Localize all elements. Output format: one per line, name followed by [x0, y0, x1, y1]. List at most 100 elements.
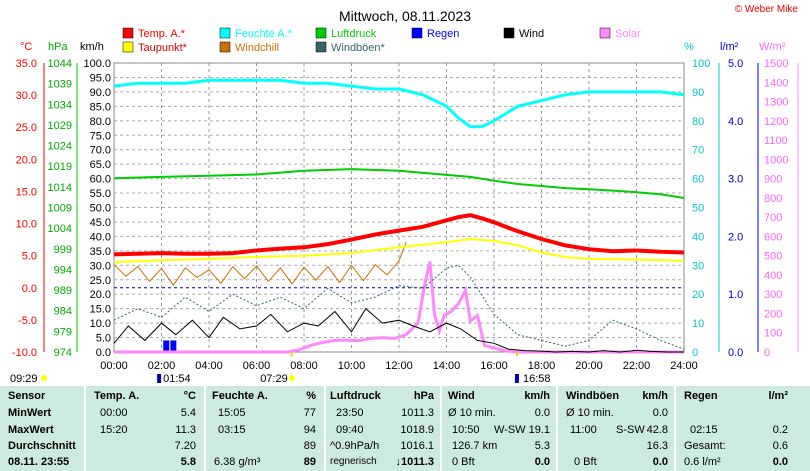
temp-tick-label: 30.0 [16, 90, 37, 102]
legend-label: Taupunkt* [138, 42, 188, 54]
pressure-max: 1018.9 [400, 424, 434, 436]
solar-tick-label: 1300 [764, 97, 788, 109]
gusts-max: 42.8 [646, 424, 668, 436]
sunrise-marker [288, 375, 295, 381]
legend-swatch [122, 27, 134, 39]
rain-bar [163, 340, 170, 352]
temp-tick-label: 20.0 [16, 154, 37, 166]
temp-max-time: 15:20 [100, 424, 128, 436]
rain-current: 0.6 l/m² [684, 456, 721, 468]
gusts-bft: 0 Bft [574, 456, 597, 468]
rain-unit-label: l/m² [720, 41, 739, 53]
temp-tick-label: 5.0 [22, 251, 37, 263]
pressure-tick-label: 1044 [48, 58, 72, 70]
pressure-min: 1011.3 [401, 407, 434, 419]
rain-total-label: Gesamt: [684, 440, 726, 452]
x-tick-label: 14:00 [433, 360, 461, 372]
humidity-unit-label: % [684, 41, 694, 53]
temp-avg: 7.20 [174, 440, 196, 452]
pressure-tick-label: 994 [54, 264, 72, 276]
y-axis-ticks: 35.0 30.0 25.0 20.0 15.0 10.0 5.0 0.0 -5.0 -10.0 1… [12, 58, 799, 359]
humidity-max-time: 03:15 [218, 424, 246, 436]
legend-swatch [315, 27, 327, 39]
wind-tick-label: 40.0 [90, 231, 111, 243]
humidity-tick-label: 50 [692, 203, 704, 215]
grid [113, 62, 685, 353]
windchill-line [113, 242, 407, 287]
wind-current: 0.0 [534, 456, 550, 468]
wind-tick-label: 80.0 [90, 116, 111, 128]
humidity-avg: 89 [303, 440, 316, 452]
wind-tick-label: 95.0 [90, 72, 111, 84]
humidity-tick-label: 10 [692, 318, 704, 330]
pressure-tick-label: 1024 [48, 141, 72, 153]
gusts-min-label: Ø 10 min. [566, 407, 614, 419]
pressure-tick-label: 1004 [48, 223, 72, 235]
sunset-label: 16:58 [523, 373, 551, 385]
x-tick-label: 04:00 [195, 360, 223, 372]
humidity-max: 94 [303, 424, 316, 436]
moonrise-label: 09:29 [10, 373, 38, 385]
temp-tick-label: 0.0 [22, 283, 37, 295]
x-tick-label: 06:00 [243, 360, 271, 372]
wind-max-dir: W-SW [494, 424, 526, 436]
copyright: © Weber Mike [734, 4, 798, 15]
x-tick-label: 12:00 [385, 360, 413, 372]
pressure-tick-label: 1019 [48, 161, 72, 173]
wind-header: Wind [448, 390, 475, 402]
rain-tick-label: 2.0 [728, 231, 743, 243]
solar-tick-label: 300 [764, 289, 782, 301]
x-tick-label: 00:00 [100, 360, 128, 372]
temp-tick-label: 25.0 [16, 122, 37, 134]
wind-bft: 0 Bft [452, 456, 475, 468]
wind-tick-label: 75.0 [90, 130, 111, 142]
temp-header: Temp. A. [94, 390, 140, 402]
wind-min: 0.0 [534, 407, 550, 419]
gusts-min: 0.0 [652, 407, 668, 419]
humidity-min-time: 15:05 [218, 407, 246, 419]
x-tick-label: 16:00 [480, 360, 508, 372]
stats-col-temp: Temp. A. °C 00:00 5.4 15:20 11.3 7.20 5.… [86, 386, 206, 471]
humidity-tick-label: 100 [692, 58, 710, 70]
legend-swatch [411, 27, 423, 39]
solar-tick-label: 1400 [764, 77, 788, 89]
solar-tick-label: 400 [764, 270, 782, 282]
legend-label: Windchill [235, 42, 279, 54]
sunrise-label: 07:29 [260, 373, 288, 385]
wind-tick-label: 30.0 [90, 260, 111, 272]
rain-tick-label: 5.0 [728, 58, 743, 70]
legend-swatch [599, 27, 611, 39]
gusts-avg: 16.3 [646, 440, 668, 452]
stats-col-sensor: Sensor MinWert MaxWert Durchschnitt 08.1… [0, 386, 86, 471]
wind-tick-label: 25.0 [90, 275, 111, 287]
legend-swatch [219, 27, 231, 39]
temp-tick-label: -5.0 [18, 315, 37, 327]
pressure-tick-label: 1009 [48, 203, 72, 215]
pressure-trend: ^0.9hPa/h [330, 440, 380, 452]
moonset-marker [157, 374, 162, 383]
wind-tick-label: 20.0 [90, 289, 111, 301]
humidity-line [113, 78, 685, 129]
rain-current-val: 0.0 [772, 456, 788, 468]
moonset-label: 01:54 [163, 373, 191, 385]
rain-unit: l/m² [768, 390, 788, 402]
wind-tick-label: 85.0 [90, 101, 111, 113]
stats-col-humidity: Feuchte A. % 15:05 77 03:15 94 89 6.38 g… [206, 386, 326, 471]
gusts-line [113, 264, 685, 350]
pressure-tick-label: 1014 [48, 182, 72, 194]
humidity-abs: 6.38 g/m³ [214, 456, 261, 468]
solar-tick-label: 1100 [764, 135, 788, 147]
temp-tick-label: 15.0 [16, 186, 37, 198]
wind-unit-label: km/h [80, 41, 104, 53]
legend-label: Wind [519, 28, 544, 40]
x-tick-label: 18:00 [528, 360, 556, 372]
rain-tick-label: 3.0 [728, 174, 743, 186]
pressure-tick-label: 1034 [48, 99, 72, 111]
wind-min-label: Ø 10 min. [448, 407, 496, 419]
pressure-tick-label: 989 [54, 285, 72, 297]
pressure-tick-label: 1039 [48, 79, 72, 91]
wind-max-time: 10:50 [452, 424, 480, 436]
x-tick-label: 24:00 [670, 360, 698, 372]
row-label-avg: Durchschnitt [8, 440, 76, 452]
gusts-max-time: 11:00 [570, 424, 597, 436]
